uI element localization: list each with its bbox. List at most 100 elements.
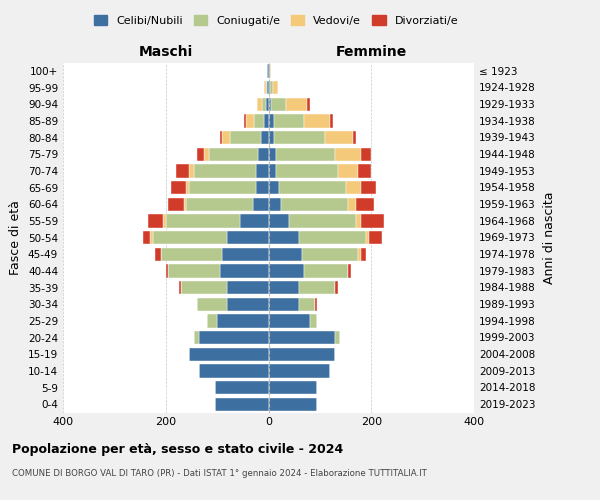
Bar xyxy=(356,214,361,228)
Bar xyxy=(310,314,317,328)
Bar xyxy=(254,114,265,128)
Bar xyxy=(222,248,269,261)
Bar xyxy=(209,148,258,161)
Bar xyxy=(227,281,269,294)
Bar xyxy=(356,198,374,211)
Bar xyxy=(276,164,338,177)
Bar xyxy=(269,81,270,94)
Legend: Celibi/Nubili, Coniugati/e, Vedovi/e, Divorziati/e: Celibi/Nubili, Coniugati/e, Vedovi/e, Di… xyxy=(89,10,463,30)
Bar xyxy=(274,114,304,128)
Bar xyxy=(189,164,194,177)
Y-axis label: Fasce di età: Fasce di età xyxy=(10,200,22,275)
Bar xyxy=(315,298,317,311)
Bar xyxy=(215,398,269,411)
Bar xyxy=(269,164,276,177)
Bar xyxy=(299,298,315,311)
Bar xyxy=(366,231,368,244)
Bar xyxy=(266,81,267,94)
Bar xyxy=(262,98,266,111)
Bar xyxy=(184,198,187,211)
Text: COMUNE DI BORGO VAL DI TARO (PR) - Dati ISTAT 1° gennaio 2024 - Elaborazione TUT: COMUNE DI BORGO VAL DI TARO (PR) - Dati … xyxy=(12,468,427,477)
Bar xyxy=(353,131,356,144)
Bar xyxy=(194,331,199,344)
Bar xyxy=(166,214,240,228)
Text: Femmine: Femmine xyxy=(335,45,407,59)
Bar xyxy=(348,264,351,278)
Bar xyxy=(148,214,163,228)
Bar xyxy=(289,214,356,228)
Bar xyxy=(230,131,261,144)
Bar xyxy=(269,198,281,211)
Bar xyxy=(361,214,384,228)
Bar xyxy=(358,248,361,261)
Bar xyxy=(299,231,366,244)
Bar xyxy=(286,98,307,111)
Bar xyxy=(267,81,269,94)
Bar xyxy=(143,231,151,244)
Bar xyxy=(220,264,269,278)
Bar xyxy=(176,164,189,177)
Bar xyxy=(270,81,272,94)
Bar xyxy=(151,231,153,244)
Bar xyxy=(302,248,358,261)
Bar xyxy=(361,181,376,194)
Bar xyxy=(244,114,247,128)
Text: Popolazione per età, sesso e stato civile - 2024: Popolazione per età, sesso e stato civil… xyxy=(12,442,343,456)
Bar xyxy=(269,298,299,311)
Bar xyxy=(272,81,278,94)
Bar xyxy=(269,314,310,328)
Bar xyxy=(274,131,325,144)
Bar xyxy=(256,164,269,177)
Bar xyxy=(171,181,187,194)
Bar xyxy=(335,331,340,344)
Bar xyxy=(247,114,254,128)
Bar xyxy=(181,281,227,294)
Bar xyxy=(169,198,184,211)
Bar xyxy=(358,164,371,177)
Bar xyxy=(335,281,338,294)
Bar xyxy=(240,214,269,228)
Bar xyxy=(299,281,335,294)
Bar xyxy=(269,231,299,244)
Bar xyxy=(269,181,279,194)
Bar xyxy=(281,198,348,211)
Text: Maschi: Maschi xyxy=(139,45,193,59)
Bar xyxy=(269,398,317,411)
Bar xyxy=(199,364,269,378)
Bar xyxy=(269,214,289,228)
Bar xyxy=(269,331,335,344)
Bar xyxy=(222,131,230,144)
Bar xyxy=(268,64,269,78)
Bar xyxy=(338,164,358,177)
Bar xyxy=(155,248,161,261)
Bar xyxy=(269,64,271,78)
Bar xyxy=(368,231,382,244)
Bar xyxy=(271,98,286,111)
Bar xyxy=(269,281,299,294)
Bar xyxy=(215,381,269,394)
Bar xyxy=(186,181,189,194)
Bar xyxy=(169,264,220,278)
Bar xyxy=(199,331,269,344)
Bar xyxy=(153,231,227,244)
Bar xyxy=(253,198,269,211)
Bar xyxy=(204,148,209,161)
Bar xyxy=(217,314,269,328)
Bar xyxy=(197,148,204,161)
Bar xyxy=(361,148,371,161)
Bar xyxy=(161,248,222,261)
Bar xyxy=(361,248,366,261)
Bar xyxy=(163,214,166,228)
Bar xyxy=(187,198,253,211)
Bar xyxy=(266,98,269,111)
Y-axis label: Anni di nascita: Anni di nascita xyxy=(542,191,556,284)
Bar xyxy=(265,114,269,128)
Bar xyxy=(304,264,348,278)
Bar xyxy=(269,114,274,128)
Bar xyxy=(227,231,269,244)
Bar xyxy=(227,298,269,311)
Bar xyxy=(220,131,222,144)
Bar xyxy=(257,98,262,111)
Bar xyxy=(325,131,353,144)
Bar xyxy=(269,364,330,378)
